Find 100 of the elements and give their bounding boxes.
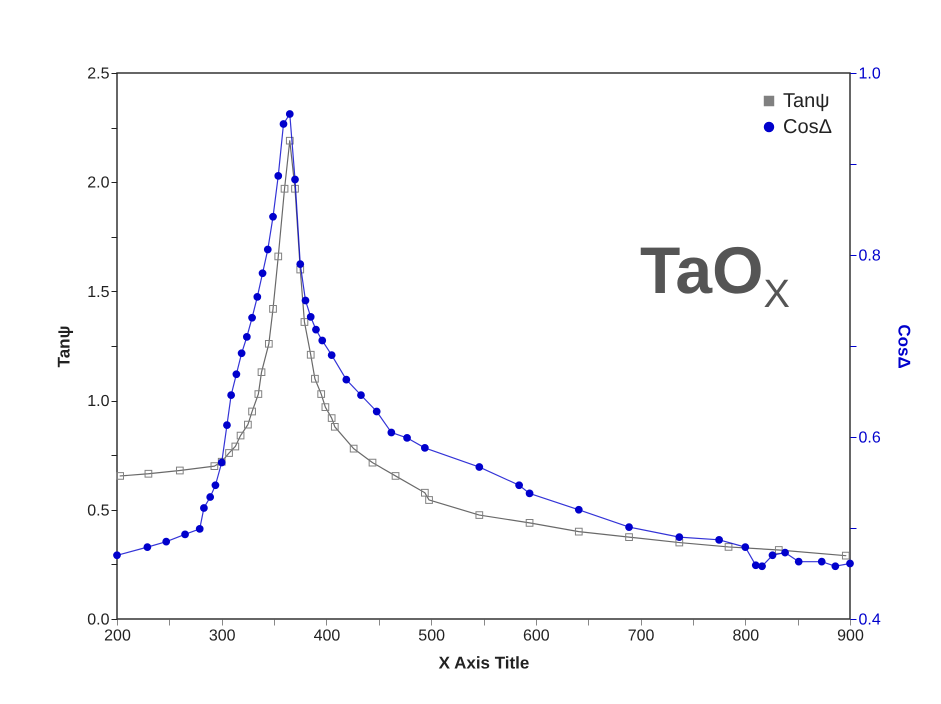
y2-axis-title: CosΔ [894,324,914,369]
x-tick-label: 900 [837,628,864,644]
point [291,176,299,184]
point [715,536,723,544]
x-tick-label: 800 [732,628,760,644]
point [306,350,315,359]
point [212,481,220,490]
point [328,414,336,422]
point [296,260,304,268]
point [625,533,633,541]
point [200,504,208,512]
point [625,523,633,531]
x-tick-label: 200 [104,628,131,644]
point [368,458,376,466]
point [254,390,262,398]
point [392,472,400,480]
point [425,496,433,504]
point [225,449,233,457]
point [526,490,534,498]
point [280,120,288,128]
y2-tick-label: 0.8 [858,248,881,264]
point [238,349,246,358]
y-tick-label: 0.0 [87,612,110,628]
point [758,562,766,570]
point [206,493,214,501]
point [357,391,365,400]
point [330,422,339,431]
x-tick-label: 500 [418,628,446,644]
point [162,538,170,546]
point [675,538,684,546]
y-tick-label: 0.5 [87,502,110,520]
y2-tick-label: 0.4 [858,612,881,628]
point [768,551,776,560]
point [280,184,288,193]
point [842,552,850,560]
point [526,519,534,527]
point [227,391,236,400]
point [317,390,326,398]
point [846,560,854,568]
point [196,525,204,533]
point [403,434,411,442]
point [794,558,803,566]
point [774,546,783,554]
point [574,506,583,514]
point [421,488,429,497]
y-tick-label: 1.0 [87,393,110,410]
point [144,470,152,478]
point [242,333,251,341]
point [818,558,826,566]
point [223,421,231,430]
x-tick-label: 700 [628,628,655,644]
point [302,296,310,304]
point [236,432,244,440]
point [232,370,240,378]
point [210,462,218,470]
x-tick-label: 600 [523,628,550,644]
point [286,110,294,118]
point [269,305,277,313]
point [181,530,189,538]
point [311,374,319,383]
point [328,351,336,359]
y2-tick-label: 0.6 [858,430,881,446]
point [574,528,583,536]
point [752,561,760,570]
point [116,472,124,480]
annotation: TaO$_{X}$ [640,232,790,318]
point [724,543,732,551]
point [269,212,277,221]
x-tick-label: 400 [314,628,340,644]
y-tick-label: 2.5 [87,66,110,82]
point [264,246,272,254]
point [318,336,326,344]
point [420,444,429,452]
point [350,444,358,452]
point [322,403,330,412]
point [306,313,315,321]
point [248,314,256,322]
point [372,408,381,416]
point [286,136,294,145]
point [258,269,266,278]
point [675,533,684,541]
point [515,481,523,490]
point [741,543,750,551]
point [264,340,273,348]
point [231,442,240,450]
point [475,463,484,471]
point [342,376,350,384]
point [831,562,840,570]
legend-label: Tanψ [783,90,830,112]
point [113,551,121,560]
point [248,408,256,416]
point [296,266,304,274]
y2-tick-label: 1.0 [858,66,881,82]
point [274,172,282,180]
point [176,466,184,474]
point [291,184,299,193]
y-axis-title: Tanψ [54,326,74,368]
point [781,548,789,556]
point [274,252,282,260]
point [253,292,262,301]
